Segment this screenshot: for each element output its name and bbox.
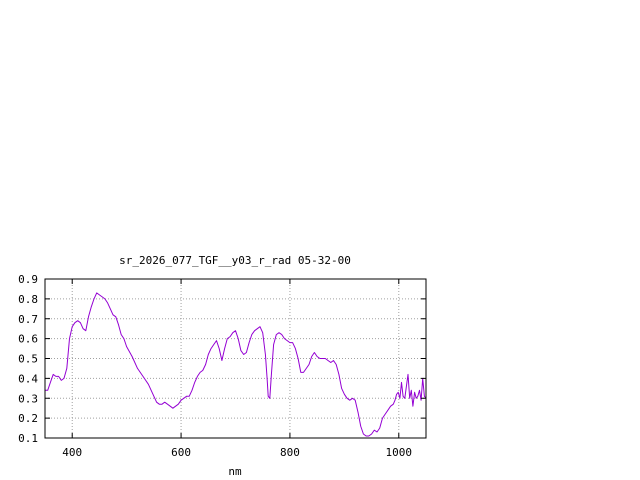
chart-title: sr_2026_077_TGF__y03_r_rad 05-32-00 <box>119 254 351 267</box>
y-tick-label: 0.7 <box>18 313 38 326</box>
series-layer <box>45 292 427 437</box>
axis-ticks: 0.1 0.2 0.3 0.4 0.5 0.6 0.7 0.8 0.9 400 600 800 1000 <box>18 273 426 459</box>
series-line <box>45 292 427 437</box>
y-tick-label: 0.6 <box>18 333 38 346</box>
x-tick-label: 600 <box>171 446 191 459</box>
y-tick-label: 0.5 <box>18 353 38 366</box>
y-tick-label: 0.4 <box>18 372 38 385</box>
x-axis-label: nm <box>228 465 242 478</box>
x-tick-label: 400 <box>62 446 82 459</box>
y-tick-label: 0.1 <box>18 432 38 445</box>
x-tick-label: 800 <box>280 446 300 459</box>
grid-lines <box>45 279 426 438</box>
y-tick-label: 0.8 <box>18 293 38 306</box>
x-tick-label: 1000 <box>386 446 413 459</box>
y-tick-label: 0.9 <box>18 273 38 286</box>
y-tick-label: 0.3 <box>18 392 38 405</box>
y-tick-label: 0.2 <box>18 412 38 425</box>
